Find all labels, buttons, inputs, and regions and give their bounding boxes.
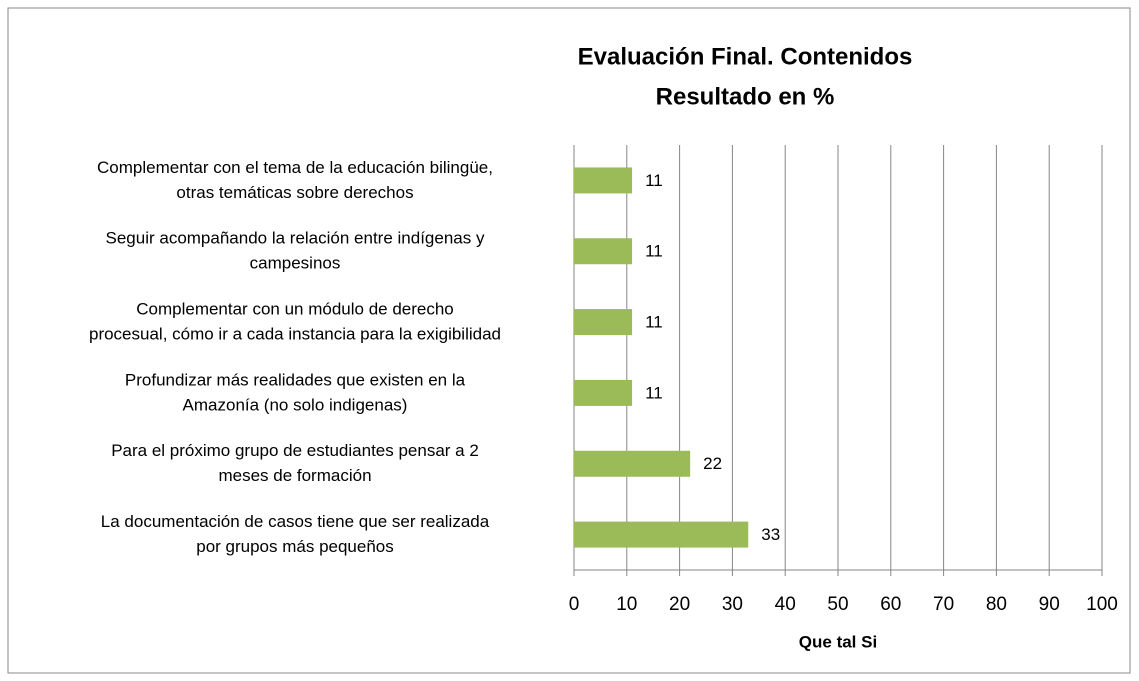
y-tick-label: campesinos [250,254,341,273]
data-label: 33 [761,525,780,544]
y-tick-label: Seguir acompañando la relación entre ind… [106,229,485,248]
y-tick-label: por grupos más pequeños [196,537,394,556]
y-tick-label: Profundizar más realidades que existen e… [125,370,466,389]
y-tick-label: La documentación de casos tiene que ser … [101,512,490,531]
y-tick-label: meses de formación [218,466,371,485]
x-tick-label: 20 [669,594,690,615]
data-label: 11 [645,383,663,402]
y-tick-label: otras temáticas sobre derechos [176,183,413,202]
bar [574,238,633,265]
chart-title: Evaluación Final. Contenidos [578,43,913,70]
bar [574,309,633,336]
bar [574,379,633,406]
x-tick-label: 60 [880,594,901,615]
x-tick-label: 90 [1039,594,1060,615]
x-tick-label: 50 [827,594,848,615]
x-tick-label: 40 [775,594,796,615]
data-label: 11 [645,313,663,332]
y-tick-label: Para el próximo grupo de estudiantes pen… [111,441,479,460]
y-tick-label: Complementar con el tema de la educación… [97,158,493,177]
x-tick-label: 10 [616,594,637,615]
bar [574,521,749,548]
bar [574,450,691,477]
x-tick-label: 70 [933,594,954,615]
x-tick-label: 0 [569,594,580,615]
x-tick-label: 100 [1086,594,1118,615]
data-label: 11 [645,171,663,190]
bar [574,167,633,194]
data-label: 22 [703,454,722,473]
y-tick-label: Complementar con un módulo de derecho [136,300,454,319]
x-tick-label: 80 [986,594,1007,615]
data-label: 11 [645,242,663,261]
chart-title: Resultado en % [656,83,835,110]
x-axis-label: Que tal Si [799,632,877,651]
x-tick-label: 30 [722,594,743,615]
chart-frame [7,7,1131,674]
y-tick-label: Amazonía (no solo indigenas) [183,395,408,414]
y-tick-label: procesual, cómo ir a cada instancia para… [89,325,501,344]
